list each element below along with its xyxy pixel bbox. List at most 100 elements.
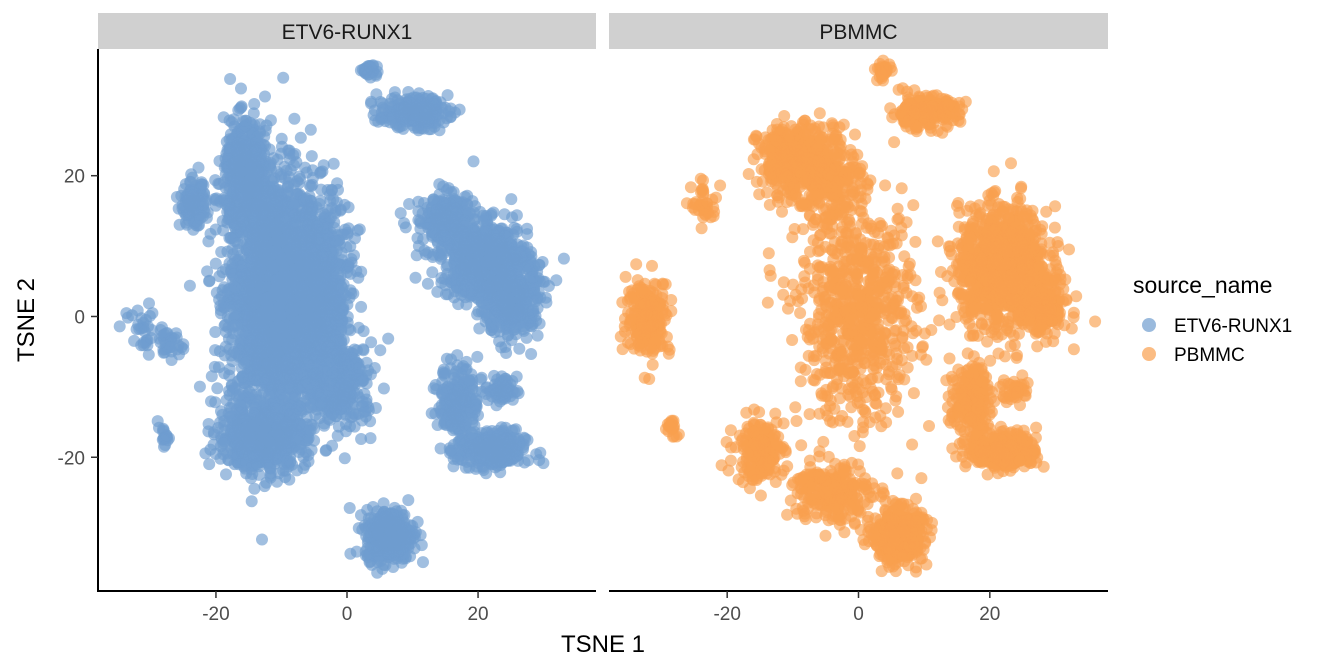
data-point (223, 257, 236, 270)
data-point (223, 232, 236, 244)
data-point (201, 265, 214, 278)
data-point (271, 153, 284, 166)
data-point (230, 175, 243, 188)
data-point (279, 283, 292, 296)
data-point (331, 294, 344, 307)
data-point (223, 144, 236, 157)
data-point (308, 323, 321, 336)
data-point (311, 220, 324, 233)
data-point (321, 341, 334, 354)
data-point (224, 73, 237, 85)
data-point (262, 373, 275, 386)
data-point (275, 253, 288, 266)
data-point (203, 458, 216, 471)
data-point (254, 345, 267, 357)
data-point (288, 112, 301, 125)
data-point (352, 271, 365, 284)
data-point (263, 310, 276, 322)
data-point (211, 382, 224, 395)
data-point (208, 360, 221, 373)
data-point (329, 402, 342, 415)
data-point (209, 326, 222, 338)
data-point (248, 482, 261, 495)
data-point (338, 452, 351, 465)
data-point (229, 157, 242, 169)
data-point (302, 230, 315, 243)
data-point (305, 150, 318, 163)
data-point (335, 325, 348, 338)
data-point (344, 284, 357, 297)
data-point (292, 177, 305, 190)
data-point (223, 384, 235, 397)
data-point (247, 296, 260, 309)
data-point (246, 252, 259, 265)
data-point (260, 119, 273, 132)
data-point (223, 343, 236, 356)
data-point (256, 533, 268, 546)
data-point (347, 377, 360, 390)
data-point (245, 495, 258, 508)
data-point (236, 370, 249, 383)
data-point (316, 249, 329, 262)
data-point (280, 455, 293, 468)
data-point (353, 362, 366, 374)
data-point (237, 140, 250, 153)
data-point (326, 439, 339, 452)
data-point (209, 223, 222, 236)
data-point (348, 420, 361, 433)
data-point (251, 449, 263, 462)
data-point (213, 270, 226, 283)
data-point (356, 395, 369, 408)
data-point (328, 221, 341, 234)
data-point (205, 370, 218, 383)
data-point (273, 301, 285, 314)
data-point (557, 252, 570, 265)
data-point (318, 419, 331, 432)
data-point (292, 446, 305, 458)
data-point (183, 279, 196, 292)
data-point (207, 438, 220, 451)
data-point (299, 161, 311, 174)
data-point (374, 344, 387, 357)
data-point (263, 357, 276, 370)
data-point (260, 456, 273, 469)
data-point (281, 436, 294, 449)
data-point (251, 130, 264, 143)
data-point (276, 383, 289, 396)
data-point (291, 402, 304, 415)
data-point (305, 207, 318, 220)
data-point (382, 332, 395, 345)
data-point (214, 452, 227, 465)
data-point (185, 168, 198, 181)
data-point (303, 302, 315, 315)
data-point (232, 439, 244, 452)
data-point (225, 410, 238, 423)
data-point (213, 345, 226, 358)
strip-label: ETV6-RUNX1 (282, 21, 413, 44)
data-point (215, 246, 228, 258)
data-point (263, 435, 275, 448)
strip-background (98, 13, 596, 49)
data-point (258, 223, 271, 236)
data-point (228, 319, 241, 332)
data-point (247, 230, 260, 243)
points-layer (113, 59, 570, 579)
data-point (265, 409, 278, 422)
panel-etv6-runx1: ETV6-RUNX1 -20 0 20 (98, 13, 596, 625)
data-point (335, 336, 348, 349)
data-point (193, 380, 206, 393)
data-point (352, 321, 365, 334)
data-point (259, 421, 272, 434)
data-point (209, 174, 222, 187)
data-point (240, 356, 253, 369)
data-point (274, 321, 287, 334)
data-point (305, 368, 317, 381)
data-point (231, 192, 244, 205)
data-point (341, 260, 354, 273)
data-point (236, 216, 249, 229)
data-point (311, 272, 324, 285)
data-point (299, 458, 311, 471)
data-point (316, 303, 329, 315)
data-point (235, 82, 247, 95)
data-point (216, 215, 229, 227)
